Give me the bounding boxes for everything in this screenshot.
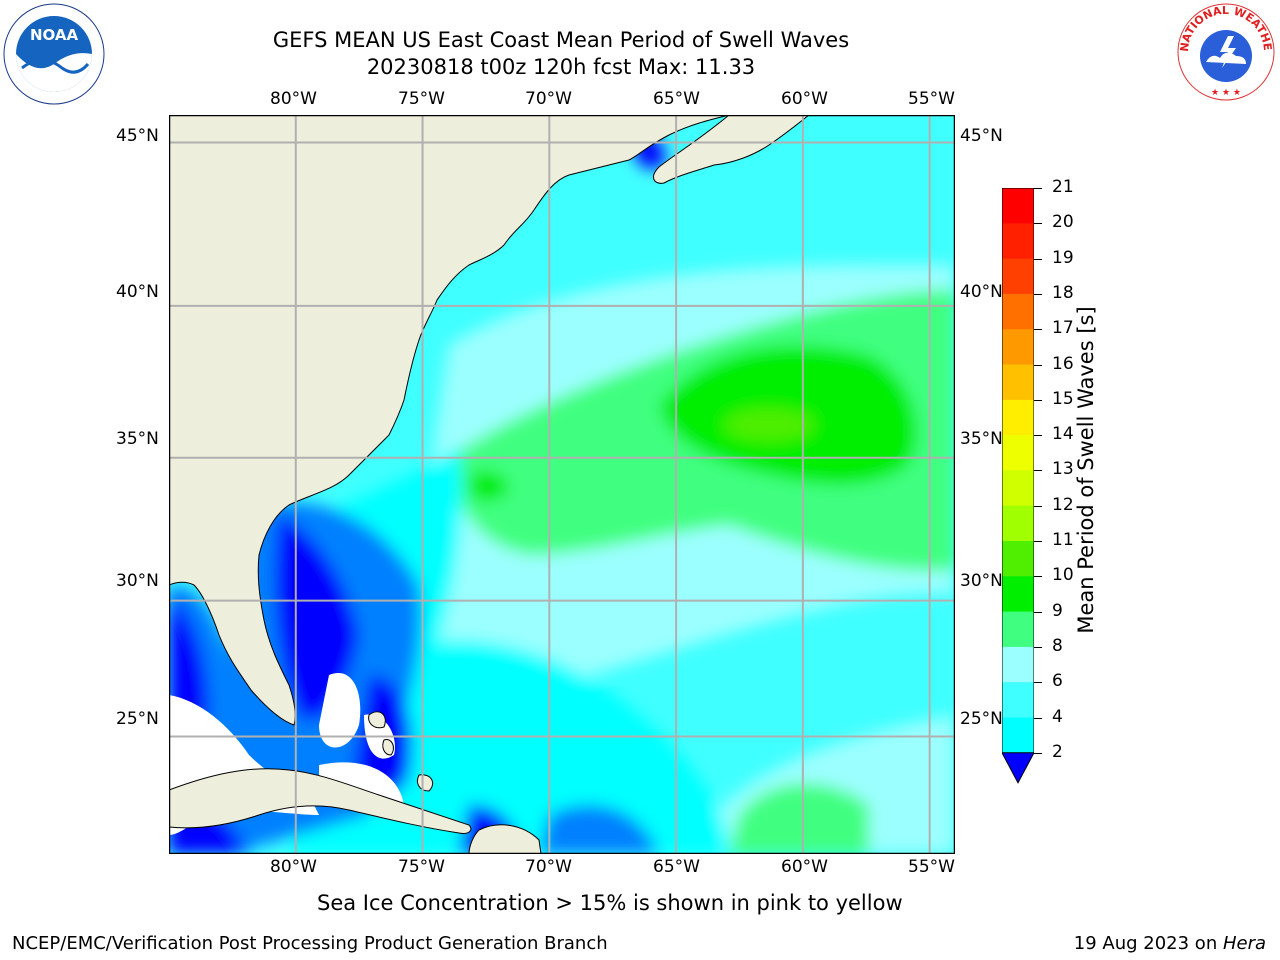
colorbar-swatch	[1002, 364, 1034, 401]
colorbar-tick-label: 2	[1052, 741, 1063, 762]
colorbar-tick-label: 12	[1052, 494, 1074, 515]
colorbar-tick-mark	[1034, 541, 1042, 542]
colorbar-tick-label: 9	[1052, 600, 1063, 621]
colorbar-tick-mark	[1034, 329, 1042, 331]
colorbar-tick-label: 16	[1052, 353, 1074, 374]
lon-label-bottom: 70°W	[525, 857, 572, 877]
lat-label-left: 35°N	[116, 429, 159, 449]
colorbar-tick-label: 8	[1052, 635, 1063, 656]
chart-subtitle: 20230818 t00z 120h fcst Max: 11.33	[366, 55, 756, 79]
colorbar-tick-mark	[1034, 399, 1042, 401]
lon-label-top: 55°W	[908, 89, 955, 109]
colorbar-swatch	[1002, 435, 1034, 471]
colorbar-tick-mark	[1034, 470, 1042, 472]
noaa-logo: NOAA	[2, 2, 106, 106]
svg-text:★ ★ ★: ★ ★ ★	[1211, 88, 1241, 98]
lat-label-left: 45°N	[116, 126, 159, 146]
colorbar-tick-label: 18	[1052, 282, 1074, 303]
colorbar-swatch	[1002, 682, 1034, 718]
colorbar-tick-label: 13	[1052, 459, 1074, 480]
colorbar-tick-mark	[1034, 188, 1042, 189]
colorbar-tick-label: 11	[1052, 530, 1074, 550]
us-east-coast-land	[169, 115, 730, 726]
colorbar-tick-mark	[1034, 576, 1042, 578]
colorbar-swatch	[1002, 541, 1034, 577]
colorbar-tick-mark	[1034, 364, 1042, 366]
colorbar-extend-arrow	[1001, 752, 1035, 784]
colorbar-swatch	[1002, 329, 1034, 365]
lat-label-left: 40°N	[116, 282, 159, 302]
lat-label-right: 35°N	[960, 429, 1003, 449]
colorbar	[1001, 187, 1035, 784]
colorbar-tick-label: 19	[1052, 247, 1074, 268]
map-panel	[168, 114, 956, 855]
colorbar-swatch	[1002, 399, 1034, 436]
colorbar-swatch	[1002, 470, 1034, 507]
colorbar-swatch	[1002, 717, 1034, 754]
lon-label-top: 70°W	[525, 89, 572, 109]
colorbar-tick-mark	[1034, 435, 1042, 437]
footer-date-text: 19 Aug 2023 on	[1073, 933, 1223, 954]
colorbar-swatch	[1002, 223, 1034, 260]
colorbar-swatches	[1001, 187, 1035, 784]
lat-label-left: 25°N	[116, 709, 159, 729]
colorbar-tick-mark	[1034, 611, 1042, 613]
footer-date: 19 Aug 2023 on Hera	[1074, 933, 1266, 954]
colorbar-label: Mean Period of Swell Waves [s]	[1074, 306, 1098, 634]
colorbar-tick-mark	[1034, 682, 1042, 684]
lon-label-top: 65°W	[653, 89, 700, 109]
colorbar-swatch	[1002, 611, 1034, 648]
colorbar-tick-mark	[1034, 717, 1042, 719]
lon-label-bottom: 65°W	[653, 857, 700, 877]
lon-label-top: 60°W	[781, 89, 828, 109]
colorbar-swatch	[1002, 188, 1034, 224]
colorbar-tick-label: 10	[1052, 565, 1074, 586]
swell-period-map	[168, 114, 956, 855]
colorbar-swatch	[1002, 258, 1034, 295]
lat-label-right: 25°N	[960, 709, 1003, 729]
nws-logo: NATIONAL WEATHER SERVICE ★ ★ ★	[1172, 0, 1276, 102]
footer-host: Hera	[1222, 933, 1266, 954]
colorbar-tick-label: 4	[1052, 706, 1063, 727]
lon-label-bottom: 60°W	[781, 857, 828, 877]
colorbar-swatch	[1002, 646, 1034, 683]
colorbar-tick-mark	[1034, 646, 1042, 648]
colorbar-swatch	[1002, 505, 1034, 542]
lon-label-top: 80°W	[270, 89, 317, 109]
colorbar-tick-label: 20	[1052, 212, 1074, 233]
sea-ice-note: Sea Ice Concentration > 15% is shown in …	[317, 891, 903, 915]
colorbar-swatch	[1002, 293, 1034, 330]
colorbar-tick-mark	[1034, 505, 1042, 507]
noaa-logo-text: NOAA	[30, 26, 79, 44]
map-gridlines	[169, 115, 955, 854]
colorbar-tick-mark	[1034, 752, 1042, 754]
lon-label-top: 75°W	[398, 89, 445, 109]
colorbar-tick-label: 15	[1052, 388, 1074, 409]
colorbar-swatch	[1002, 576, 1034, 613]
map-frame	[168, 114, 956, 855]
lon-label-bottom: 75°W	[398, 857, 445, 877]
lon-label-bottom: 80°W	[270, 857, 317, 877]
colorbar-tick-mark	[1034, 258, 1042, 260]
chart-title: GEFS MEAN US East Coast Mean Period of S…	[272, 28, 850, 52]
footer-producer: NCEP/EMC/Verification Post Processing Pr…	[12, 933, 608, 954]
colorbar-tick-label: 14	[1052, 424, 1074, 445]
colorbar-tick-mark	[1034, 293, 1042, 295]
lat-label-right: 30°N	[960, 571, 1003, 591]
colorbar-tick-mark	[1034, 223, 1042, 225]
lat-label-left: 30°N	[116, 571, 159, 591]
cuba-land	[169, 768, 472, 834]
lat-label-right: 45°N	[960, 126, 1003, 146]
lon-label-bottom: 55°W	[908, 857, 955, 877]
colorbar-tick-label: 21	[1052, 177, 1074, 197]
colorbar-tick-label: 17	[1052, 318, 1074, 339]
colorbar-tick-label: 6	[1052, 671, 1063, 692]
lat-label-right: 40°N	[960, 282, 1003, 302]
